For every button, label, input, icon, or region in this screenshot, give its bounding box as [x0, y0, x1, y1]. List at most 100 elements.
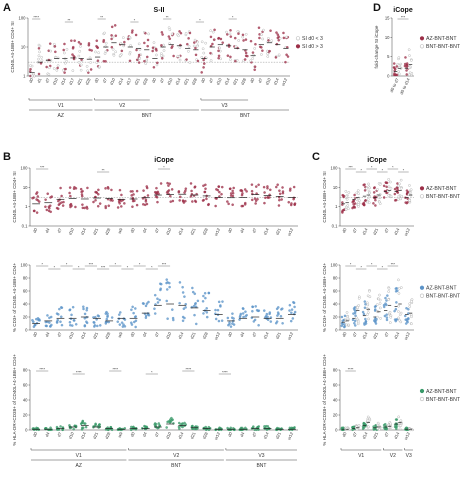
data-point	[128, 52, 132, 56]
data-point	[407, 317, 410, 321]
data-point	[261, 37, 265, 41]
data-point	[260, 46, 263, 49]
data-point	[353, 193, 356, 197]
data-point	[387, 290, 391, 293]
data-point	[263, 191, 266, 194]
data-point	[202, 58, 205, 62]
data-point	[345, 323, 348, 327]
data-point	[266, 315, 269, 319]
data-point	[111, 47, 115, 51]
data-point	[257, 26, 261, 30]
data-point	[262, 28, 265, 32]
chart-title: iCope	[393, 7, 413, 14]
data-point	[119, 41, 123, 45]
x-tick-label: d21	[76, 77, 84, 86]
data-point	[287, 201, 291, 204]
data-point	[395, 427, 398, 430]
data-point	[189, 195, 193, 198]
data-point	[53, 45, 57, 48]
y-tick-label: 80	[23, 276, 28, 281]
x-tick-label: d28	[141, 77, 149, 86]
data-point	[130, 323, 134, 326]
y-tick-label: 1	[23, 74, 26, 79]
data-point	[185, 58, 188, 61]
data-point	[407, 66, 411, 69]
data-point	[263, 309, 266, 312]
data-point	[178, 427, 181, 431]
data-point	[55, 206, 59, 210]
data-point	[394, 287, 398, 290]
data-point	[30, 74, 34, 78]
data-point	[169, 194, 172, 198]
data-point	[341, 201, 344, 204]
data-point	[404, 322, 408, 325]
data-point	[119, 311, 122, 314]
data-point	[363, 323, 366, 326]
data-point	[59, 186, 62, 190]
data-point	[292, 196, 296, 200]
data-point	[226, 33, 229, 36]
data-point	[281, 322, 284, 325]
x-tick-label: d14	[393, 431, 401, 440]
data-point	[278, 192, 282, 196]
data-point	[62, 200, 65, 204]
data-point	[63, 61, 67, 65]
data-point	[200, 71, 203, 74]
data-point	[165, 281, 168, 285]
data-point	[184, 31, 188, 35]
data-point	[352, 199, 356, 203]
data-point	[205, 307, 208, 310]
data-point	[286, 55, 290, 58]
significance-label: ****	[76, 370, 82, 374]
x-tick-label: d0 to d14	[399, 77, 411, 96]
data-point	[219, 37, 223, 41]
data-point	[202, 51, 206, 55]
data-point	[405, 189, 409, 192]
data-point	[181, 285, 184, 289]
y-tick-label: 60	[333, 289, 338, 294]
data-point	[162, 49, 166, 52]
data-point	[366, 200, 369, 204]
data-point	[138, 48, 142, 51]
data-point	[80, 428, 84, 431]
legend-marker	[419, 285, 425, 290]
data-point	[88, 56, 92, 60]
data-point	[37, 47, 41, 50]
data-point	[242, 307, 245, 311]
data-point	[409, 313, 413, 317]
legend-marker	[419, 44, 425, 49]
data-point	[249, 59, 253, 63]
x-tick-label: d7	[383, 431, 390, 438]
data-point	[270, 39, 274, 43]
data-point	[253, 68, 256, 71]
data-point	[293, 310, 297, 314]
data-point	[171, 199, 175, 203]
data-point	[256, 197, 259, 201]
data-point	[89, 61, 92, 64]
data-point	[182, 307, 186, 311]
x-tick-label: d7	[257, 77, 264, 84]
data-point	[96, 314, 100, 317]
data-point	[266, 185, 269, 188]
data-point	[240, 204, 243, 208]
data-point	[205, 311, 209, 314]
significance-label: *	[350, 262, 352, 266]
data-point	[117, 200, 121, 204]
data-point	[96, 46, 99, 49]
data-point	[385, 181, 389, 185]
data-point	[102, 39, 106, 42]
data-point	[183, 316, 186, 320]
data-point	[62, 48, 65, 52]
data-point	[142, 189, 145, 192]
data-point	[345, 194, 349, 198]
data-point	[147, 32, 150, 36]
data-point	[275, 31, 278, 34]
data-point	[35, 192, 38, 195]
data-point	[388, 310, 392, 314]
data-point	[194, 46, 197, 50]
data-point	[68, 424, 71, 427]
data-point	[229, 29, 232, 32]
panel-letter-c: C	[312, 151, 320, 163]
y-axis-label: CD40L+4-1BB+ CD4+ SI	[12, 171, 17, 222]
data-point	[397, 292, 401, 295]
